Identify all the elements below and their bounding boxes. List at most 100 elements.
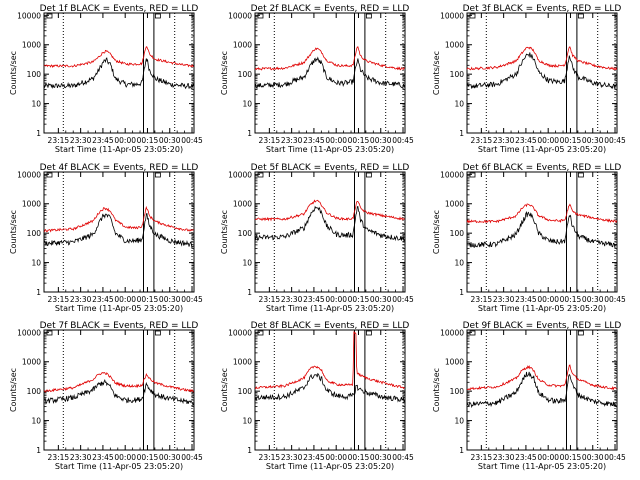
plot-frame — [43, 12, 195, 134]
lld-series-line — [466, 46, 618, 71]
lld-series-line — [43, 371, 194, 393]
x-tick-label: 00:15 — [560, 136, 582, 145]
plot-frame — [254, 329, 406, 451]
y-tick-label: 1 — [36, 129, 41, 138]
y-axis-label: Counts/sec — [9, 368, 18, 412]
panel-title: Det 7f BLACK = Events, RED = LLD — [40, 321, 199, 331]
y-tick-label: 1000 — [233, 200, 252, 209]
x-tick-label: 23:15 — [471, 453, 493, 462]
x-tick-label: 23:15 — [259, 136, 281, 145]
y-tick-label: 100 — [27, 70, 42, 79]
x-tick-label: 00:15 — [137, 453, 159, 462]
x-tick-label: 00:00 — [537, 136, 559, 145]
x-axis-label: Start Time (11-Apr-05 23:05:20) — [266, 145, 394, 154]
detector-panel-3: Det 3f BLACK = Events, RED = LLD 1 10 100 10… — [432, 4, 626, 154]
y-tick-label: 100 — [450, 229, 465, 238]
x-tick-label: 00:15 — [560, 453, 582, 462]
y-tick-label: 1000 — [22, 200, 41, 209]
start-marker — [257, 13, 264, 19]
lld-series-line — [43, 205, 194, 233]
y-tick-label: 1 — [36, 288, 41, 297]
y-tick-label: 100 — [27, 229, 42, 238]
y-tick-label: 1000 — [233, 41, 252, 50]
events-series-line — [254, 56, 406, 90]
plot-frame — [466, 12, 618, 134]
x-tick-label: 00:00 — [114, 136, 136, 145]
x-tick-label: 23:30 — [70, 136, 92, 145]
detector-panel-8: Det 8f BLACK = Events, RED = LLD 1 10 100 10… — [220, 321, 414, 471]
x-tick-label: 00:30 — [159, 295, 181, 304]
x-tick-label: 23:15 — [471, 136, 493, 145]
y-tick-label: 100 — [238, 387, 253, 396]
x-tick-label: 00:00 — [537, 453, 559, 462]
x-tick-label: 00:15 — [137, 295, 159, 304]
x-tick-label: 23:15 — [259, 453, 281, 462]
y-tick-label: 10000 — [17, 170, 41, 179]
x-tick-label: 23:30 — [281, 136, 303, 145]
interval-marker — [365, 172, 372, 178]
x-tick-label: 23:15 — [48, 453, 70, 462]
y-tick-label: 10 — [454, 259, 464, 268]
interval-marker — [577, 172, 584, 178]
x-tick-label: 23:45 — [303, 136, 325, 145]
x-tick-label: 00:15 — [348, 136, 370, 145]
y-tick-label: 10 — [454, 100, 464, 109]
events-series-line — [466, 371, 617, 409]
y-tick-label: 1 — [247, 446, 252, 455]
y-tick-label: 10 — [31, 417, 41, 426]
lld-series-line — [43, 46, 194, 69]
x-tick-label: 23:45 — [92, 453, 114, 462]
start-marker — [257, 330, 264, 336]
x-tick-label: 00:30 — [159, 136, 181, 145]
interval-marker — [154, 172, 161, 178]
y-tick-label: 1 — [36, 446, 41, 455]
events-series-line — [254, 372, 406, 404]
x-tick-label: 00:30 — [582, 136, 604, 145]
x-tick-label: 00:45 — [604, 295, 626, 304]
y-tick-label: 1000 — [22, 358, 41, 367]
x-tick-label: 23:15 — [471, 295, 493, 304]
lld-series-line — [467, 364, 617, 391]
interval-marker — [365, 13, 372, 19]
interval-marker — [154, 13, 161, 19]
interval-marker — [365, 330, 372, 336]
y-tick-label: 10 — [454, 417, 464, 426]
y-tick-label: 10000 — [228, 11, 252, 20]
y-tick-label: 1 — [247, 288, 252, 297]
y-tick-label: 1 — [459, 129, 464, 138]
interval-marker — [154, 330, 161, 336]
x-tick-label: 00:45 — [392, 295, 414, 304]
x-tick-label: 23:45 — [92, 136, 114, 145]
x-tick-label: 00:30 — [370, 136, 392, 145]
panel-title: Det 8f BLACK = Events, RED = LLD — [251, 321, 410, 331]
y-axis-label: Counts/sec — [432, 210, 441, 254]
events-series-line — [43, 212, 194, 248]
x-tick-label: 23:45 — [92, 295, 114, 304]
events-series-line — [254, 205, 405, 242]
y-tick-label: 10 — [242, 417, 252, 426]
y-tick-label: 1000 — [445, 41, 464, 50]
x-axis-label: Start Time (11-Apr-05 23:05:20) — [478, 462, 606, 471]
lld-series-line — [254, 331, 405, 390]
x-tick-label: 00:45 — [181, 295, 203, 304]
events-series-line — [467, 52, 617, 90]
plot-frame — [43, 329, 195, 451]
y-tick-label: 10000 — [228, 170, 252, 179]
x-tick-label: 23:30 — [493, 295, 515, 304]
x-axis-label: Start Time (11-Apr-05 23:05:20) — [55, 145, 183, 154]
x-tick-label: 00:00 — [114, 295, 136, 304]
panel-title: Det 6f BLACK = Events, RED = LLD — [463, 163, 622, 173]
y-tick-label: 100 — [238, 70, 253, 79]
start-marker — [46, 172, 53, 178]
panel-title: Det 9f BLACK = Events, RED = LLD — [463, 321, 622, 331]
interval-marker — [577, 330, 584, 336]
x-tick-label: 23:15 — [259, 295, 281, 304]
panel-title: Det 3f BLACK = Events, RED = LLD — [463, 4, 622, 14]
detector-panel-1: Det 1f BLACK = Events, RED = LLD 1 10 100 10… — [9, 4, 203, 154]
x-tick-label: 00:30 — [159, 453, 181, 462]
y-axis-label: Counts/sec — [432, 51, 441, 95]
plot-frame — [466, 171, 618, 293]
start-marker — [469, 13, 476, 19]
y-tick-label: 10 — [31, 100, 41, 109]
y-tick-label: 1 — [247, 129, 252, 138]
